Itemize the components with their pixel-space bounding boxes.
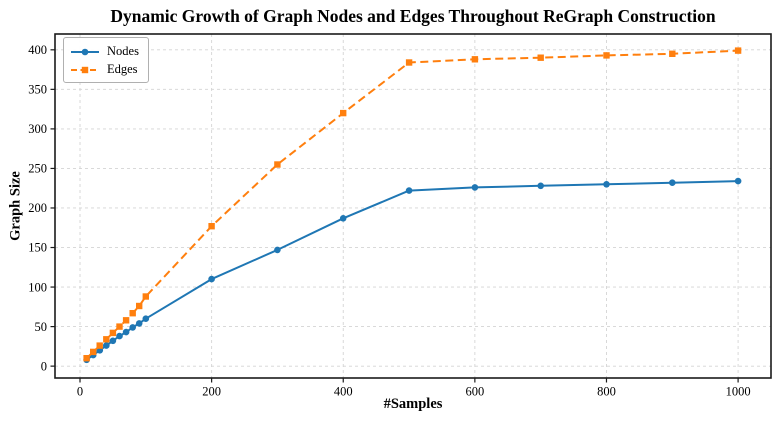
data-point-nodes: [109, 337, 117, 345]
data-point-edges: [669, 50, 676, 57]
y-tick-label: 400: [28, 43, 47, 57]
series-line-edges: [85, 49, 739, 359]
x-tick-label: 800: [597, 385, 616, 399]
chart-title: Dynamic Growth of Graph Nodes and Edges …: [110, 6, 716, 26]
y-tick-label: 200: [28, 201, 47, 215]
data-point-nodes: [274, 246, 281, 254]
data-point-nodes: [405, 187, 413, 194]
data-point-edges: [471, 56, 479, 63]
data-point-nodes: [142, 315, 150, 323]
data-point-nodes: [669, 179, 676, 186]
data-point-edges: [734, 47, 742, 54]
data-point-edges: [405, 59, 413, 66]
legend: Nodes Edges: [63, 37, 149, 83]
y-tick-label: 50: [35, 320, 48, 334]
edges-line-swatch: [70, 63, 100, 75]
x-tick-label: 600: [465, 385, 484, 399]
data-point-nodes: [208, 275, 215, 283]
data-point-nodes: [734, 177, 742, 185]
data-point-nodes: [339, 215, 347, 222]
data-point-edges: [103, 336, 110, 343]
data-point-edges: [109, 329, 117, 337]
legend-item-nodes: Nodes: [70, 42, 139, 60]
data-point-edges: [90, 348, 97, 356]
data-point-edges: [208, 223, 215, 230]
x-tick-label: 400: [334, 385, 353, 399]
data-point-edges: [142, 293, 149, 300]
data-point-edges: [122, 317, 130, 324]
data-point-nodes: [116, 332, 123, 340]
data-point-nodes: [471, 184, 479, 191]
legend-item-edges: Edges: [70, 60, 139, 78]
y-tick-label: 250: [28, 162, 47, 176]
x-tick-label: 200: [202, 385, 221, 399]
y-tick-label: 350: [28, 83, 47, 97]
data-point-edges: [274, 161, 281, 168]
data-point-nodes: [129, 324, 136, 331]
data-point-nodes: [135, 320, 143, 327]
nodes-line-swatch: [70, 45, 100, 57]
data-point-nodes: [603, 181, 610, 188]
legend-label-nodes: Nodes: [107, 43, 139, 58]
data-point-edges: [136, 302, 143, 310]
data-point-nodes: [122, 328, 130, 336]
x-axis-label: #Samples: [383, 396, 443, 412]
data-point-edges: [129, 310, 136, 317]
data-point-edges: [537, 54, 544, 61]
data-point-nodes: [103, 342, 110, 349]
data-point-nodes: [537, 182, 544, 190]
data-point-edges: [603, 52, 610, 59]
series-line-nodes: [86, 180, 739, 361]
data-point-edges: [83, 355, 90, 362]
y-tick-label: 300: [28, 122, 47, 136]
y-tick-label: 0: [41, 359, 47, 373]
data-point-edges: [340, 109, 347, 117]
x-tick-label: 0: [77, 385, 83, 399]
y-tick-label: 150: [28, 241, 47, 255]
data-point-edges: [116, 323, 123, 330]
axes-frame: [54, 33, 772, 379]
x-tick-label: 1000: [726, 385, 751, 399]
data-point-edges: [96, 342, 103, 349]
y-tick-label: 100: [28, 280, 47, 294]
legend-label-edges: Edges: [107, 61, 138, 76]
